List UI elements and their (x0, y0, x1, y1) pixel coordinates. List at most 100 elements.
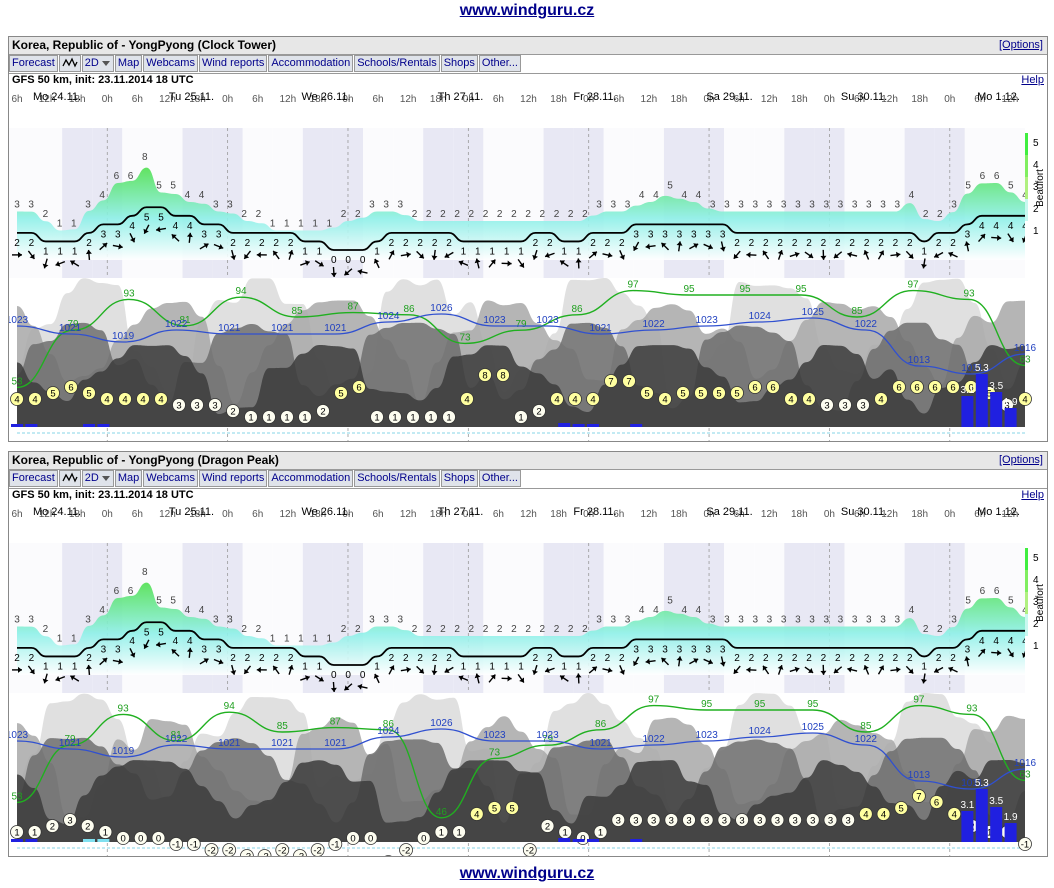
gust-value: 3 (710, 200, 716, 211)
gust-value: 5 (667, 181, 673, 192)
menu-accommodation[interactable]: Accommodation (268, 470, 354, 487)
temperature-value: 8 (500, 371, 505, 382)
menu-wind-reports[interactable]: Wind reports (198, 470, 268, 487)
arrow-head (85, 249, 92, 255)
hour-label: 12h (881, 94, 898, 105)
wind-value: 2 (273, 653, 279, 664)
gust-value: 4 (696, 190, 702, 201)
wind-value: 1 (561, 246, 567, 257)
wind-value: 2 (86, 653, 92, 664)
menu-forecast[interactable]: Forecast (9, 55, 58, 72)
forecast-chart: 6h 12h 18h 0h 6h 12h 18h 0h 6h 12h 18h 0h 6h 12h 18h 0h… (9, 506, 1046, 856)
gust-value: 2 (511, 209, 517, 220)
arrow-head (474, 258, 481, 264)
temperature-circle (442, 410, 456, 424)
menu-shops[interactable]: Shops (440, 55, 478, 72)
menu-map[interactable]: Map (114, 55, 143, 72)
menu-webcams[interactable]: Webcams (143, 470, 198, 487)
beaufort-color (1025, 592, 1028, 614)
arrow-head (676, 241, 683, 246)
options-link[interactable]: [Options] (998, 39, 1043, 51)
hour-label: 12h (279, 94, 296, 105)
menu-shops[interactable]: Shops (440, 470, 478, 487)
options-link[interactable]: [Options] (998, 454, 1043, 466)
menu-schools-rentals[interactable]: Schools/Rentals (354, 470, 440, 487)
wind-arrow (42, 673, 49, 684)
humidity-label: 79 (64, 734, 76, 745)
hour-label: 0h (583, 94, 594, 105)
arrow-head (719, 661, 726, 667)
temperature-value: 6 (950, 383, 955, 394)
humidity-label: 95 (795, 284, 807, 295)
temperature-value: 2 (85, 822, 90, 833)
temperature-circle (27, 825, 42, 839)
model-bar: GFS 50 km, init: 23.11.2014 18 UTC Help (9, 488, 1047, 502)
menu-webcams[interactable]: Webcams (143, 55, 198, 72)
temperature-value: 1 (428, 413, 433, 424)
menu-2d-dropdown[interactable]: 2D (81, 55, 114, 72)
gust-value: 2 (582, 624, 588, 635)
menu-forecast[interactable]: Forecast (9, 470, 58, 487)
help-link[interactable]: Help (1021, 74, 1044, 86)
wind-arrow (373, 258, 380, 269)
temperature-circle (280, 410, 294, 424)
day-label: Mo 24.11. (33, 91, 81, 103)
arrow-head (676, 656, 683, 661)
arrow-head (203, 658, 209, 664)
hour-label: 0h (703, 94, 714, 105)
pressure-label: 1021 (59, 738, 82, 749)
wind-value: 3 (648, 644, 654, 655)
menu-wind-reports[interactable]: Wind reports (198, 55, 268, 72)
hour-label: 6h (613, 509, 624, 520)
temperature-circle (208, 398, 222, 412)
menu-schools-rentals[interactable]: Schools/Rentals (354, 55, 440, 72)
temperature-value: 5 (492, 804, 497, 815)
help-link[interactable]: Help (1021, 489, 1044, 501)
gust-value: 3 (781, 615, 787, 626)
arrow-head (102, 658, 108, 663)
hour-label: 12h (39, 94, 56, 105)
humidity-label: 73 (489, 747, 501, 758)
windguru-link-top[interactable]: www.windguru.cz (459, 2, 595, 19)
wind-value: 2 (907, 653, 913, 664)
gust-value: 6 (128, 586, 134, 597)
menu-accommodation[interactable]: Accommodation (268, 55, 354, 72)
hour-label: 0h (342, 94, 353, 105)
menu-other[interactable]: Other... (478, 55, 521, 72)
wind-value: 4 (979, 636, 985, 647)
wind-arrow (272, 250, 280, 260)
menu-graph-toggle[interactable] (58, 470, 81, 487)
menu-graph-toggle[interactable] (58, 55, 81, 72)
gust-value: 4 (185, 605, 191, 616)
gust-value: 2 (923, 624, 929, 635)
humidity-label: 95 (739, 284, 751, 295)
wind-arrow (288, 249, 294, 260)
arrow-head (1021, 652, 1028, 658)
temperature-circle (100, 392, 114, 406)
gust-value: 2 (497, 624, 503, 635)
temperature-value: 3 (67, 816, 72, 827)
windguru-link-bottom[interactable]: www.windguru.cz (459, 865, 595, 882)
gust-value: 3 (781, 200, 787, 211)
arrow-head (389, 665, 395, 671)
arrow-head (55, 676, 61, 682)
wind-arrow (789, 666, 800, 673)
wind-arrow (703, 243, 714, 250)
wind-value: 1 (475, 661, 481, 672)
wind-arrow (55, 676, 66, 682)
arrow-head (707, 659, 713, 665)
day-label: Mo 1.12. (977, 506, 1020, 518)
menu-map[interactable]: Map (114, 470, 143, 487)
hour-label: 0h (222, 94, 233, 105)
temperature-value: 1 (446, 413, 451, 424)
menu-other[interactable]: Other... (478, 470, 521, 487)
pressure-label: 1022 (643, 319, 666, 330)
temperature-circle (593, 825, 608, 839)
temperature-circle (928, 380, 942, 394)
gust-value: 1 (57, 634, 63, 645)
temperature-circle (658, 392, 672, 406)
wind-value: 4 (993, 636, 999, 647)
menu-2d-dropdown[interactable]: 2D (81, 470, 114, 487)
gust-value: 5 (965, 181, 971, 192)
arrow-head (794, 251, 800, 258)
